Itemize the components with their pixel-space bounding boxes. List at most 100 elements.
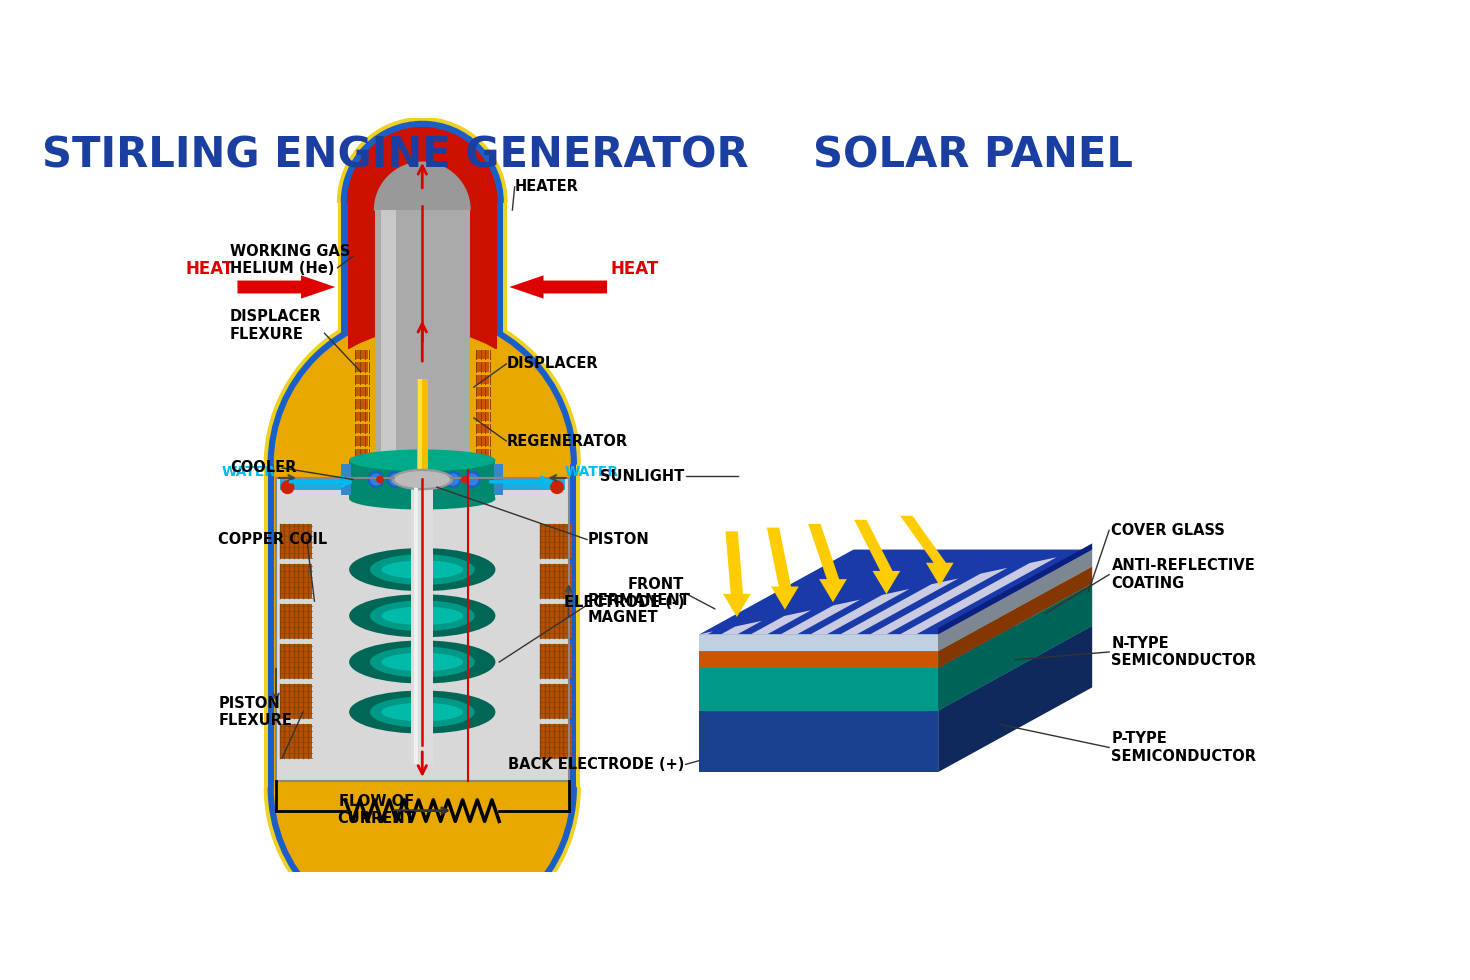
Polygon shape: [854, 519, 900, 594]
Bar: [276, 476, 569, 783]
Text: STIRLING ENGINE GENERATOR: STIRLING ENGINE GENERATOR: [43, 134, 748, 176]
Circle shape: [406, 471, 423, 488]
Text: REGENERATOR: REGENERATOR: [507, 433, 628, 449]
Bar: [276, 478, 569, 781]
Text: WATER: WATER: [564, 465, 619, 478]
Ellipse shape: [370, 555, 475, 585]
Text: HEAT: HEAT: [185, 260, 234, 277]
Bar: [347, 202, 497, 349]
Text: HEAT: HEAT: [612, 260, 659, 277]
Bar: [539, 724, 572, 759]
Polygon shape: [938, 583, 1092, 710]
Text: ANTI-REFLECTIVE
COATING: ANTI-REFLECTIVE COATING: [1111, 559, 1255, 591]
Bar: [356, 349, 490, 465]
Bar: [476, 424, 490, 433]
Bar: [279, 564, 312, 598]
Ellipse shape: [348, 548, 495, 591]
Bar: [279, 524, 312, 558]
Ellipse shape: [348, 450, 495, 471]
Bar: [375, 210, 470, 457]
Text: HEATER: HEATER: [514, 179, 579, 194]
Ellipse shape: [348, 594, 495, 637]
Circle shape: [281, 480, 294, 494]
Bar: [279, 684, 312, 718]
Circle shape: [428, 473, 440, 486]
Bar: [476, 400, 490, 409]
Polygon shape: [700, 566, 1092, 651]
Bar: [476, 412, 490, 421]
Bar: [338, 202, 507, 349]
Text: PISTON: PISTON: [588, 532, 650, 547]
Text: DISPLACER
FLEXURE: DISPLACER FLEXURE: [229, 310, 322, 342]
Bar: [476, 449, 490, 458]
Polygon shape: [767, 527, 798, 610]
Polygon shape: [722, 620, 761, 634]
Wedge shape: [268, 310, 576, 465]
Circle shape: [370, 473, 382, 486]
Polygon shape: [700, 631, 713, 634]
Bar: [356, 350, 369, 360]
Bar: [476, 374, 490, 384]
Ellipse shape: [381, 653, 463, 671]
Bar: [345, 345, 500, 468]
Circle shape: [376, 475, 384, 483]
Wedge shape: [347, 127, 497, 202]
Bar: [341, 202, 503, 349]
Text: WORKING GAS
HELIUM (He): WORKING GAS HELIUM (He): [229, 244, 350, 276]
Text: SOLAR PANEL: SOLAR PANEL: [813, 134, 1133, 176]
Wedge shape: [265, 306, 581, 465]
Wedge shape: [375, 457, 470, 504]
Polygon shape: [810, 589, 910, 634]
Text: FLOW OF
CURRENT: FLOW OF CURRENT: [337, 794, 415, 826]
Circle shape: [466, 473, 478, 486]
Bar: [476, 436, 490, 446]
Ellipse shape: [394, 471, 450, 488]
Text: COOLER: COOLER: [229, 461, 295, 475]
Circle shape: [444, 471, 462, 488]
Bar: [488, 477, 564, 489]
Circle shape: [368, 471, 385, 488]
Polygon shape: [700, 626, 1092, 710]
Text: N-TYPE
SEMICONDUCTOR: N-TYPE SEMICONDUCTOR: [1111, 636, 1257, 668]
Bar: [268, 465, 576, 788]
Polygon shape: [781, 600, 860, 634]
Wedge shape: [275, 788, 570, 935]
Polygon shape: [938, 550, 1092, 651]
Text: WATER: WATER: [222, 465, 276, 478]
Polygon shape: [723, 531, 751, 617]
Ellipse shape: [348, 641, 495, 684]
Bar: [356, 449, 369, 458]
Bar: [275, 465, 570, 788]
Ellipse shape: [381, 607, 463, 625]
Polygon shape: [751, 611, 811, 634]
Bar: [279, 605, 312, 638]
Circle shape: [425, 471, 442, 488]
Bar: [348, 349, 495, 465]
Text: BACK ELECTRODE (+): BACK ELECTRODE (+): [507, 757, 684, 772]
Circle shape: [387, 471, 404, 488]
Bar: [356, 374, 369, 384]
Text: PERMANENT
MAGNET: PERMANENT MAGNET: [588, 593, 691, 625]
Bar: [476, 363, 490, 371]
Text: DISPLACER: DISPLACER: [507, 357, 598, 371]
Bar: [539, 684, 572, 718]
Wedge shape: [338, 118, 507, 202]
Wedge shape: [341, 122, 503, 202]
Text: FRONT
ELECTRODE (-): FRONT ELECTRODE (-): [563, 577, 684, 610]
Bar: [412, 479, 434, 764]
Polygon shape: [900, 515, 954, 586]
Bar: [381, 210, 395, 457]
Bar: [419, 379, 422, 757]
Polygon shape: [700, 550, 1092, 634]
Polygon shape: [809, 524, 847, 603]
Bar: [356, 363, 369, 371]
Wedge shape: [276, 330, 569, 476]
Bar: [476, 387, 490, 396]
Polygon shape: [938, 566, 1092, 668]
Polygon shape: [700, 651, 938, 668]
Polygon shape: [700, 668, 938, 710]
Wedge shape: [275, 317, 570, 465]
Bar: [539, 644, 572, 678]
Bar: [356, 436, 369, 446]
Ellipse shape: [381, 703, 463, 721]
